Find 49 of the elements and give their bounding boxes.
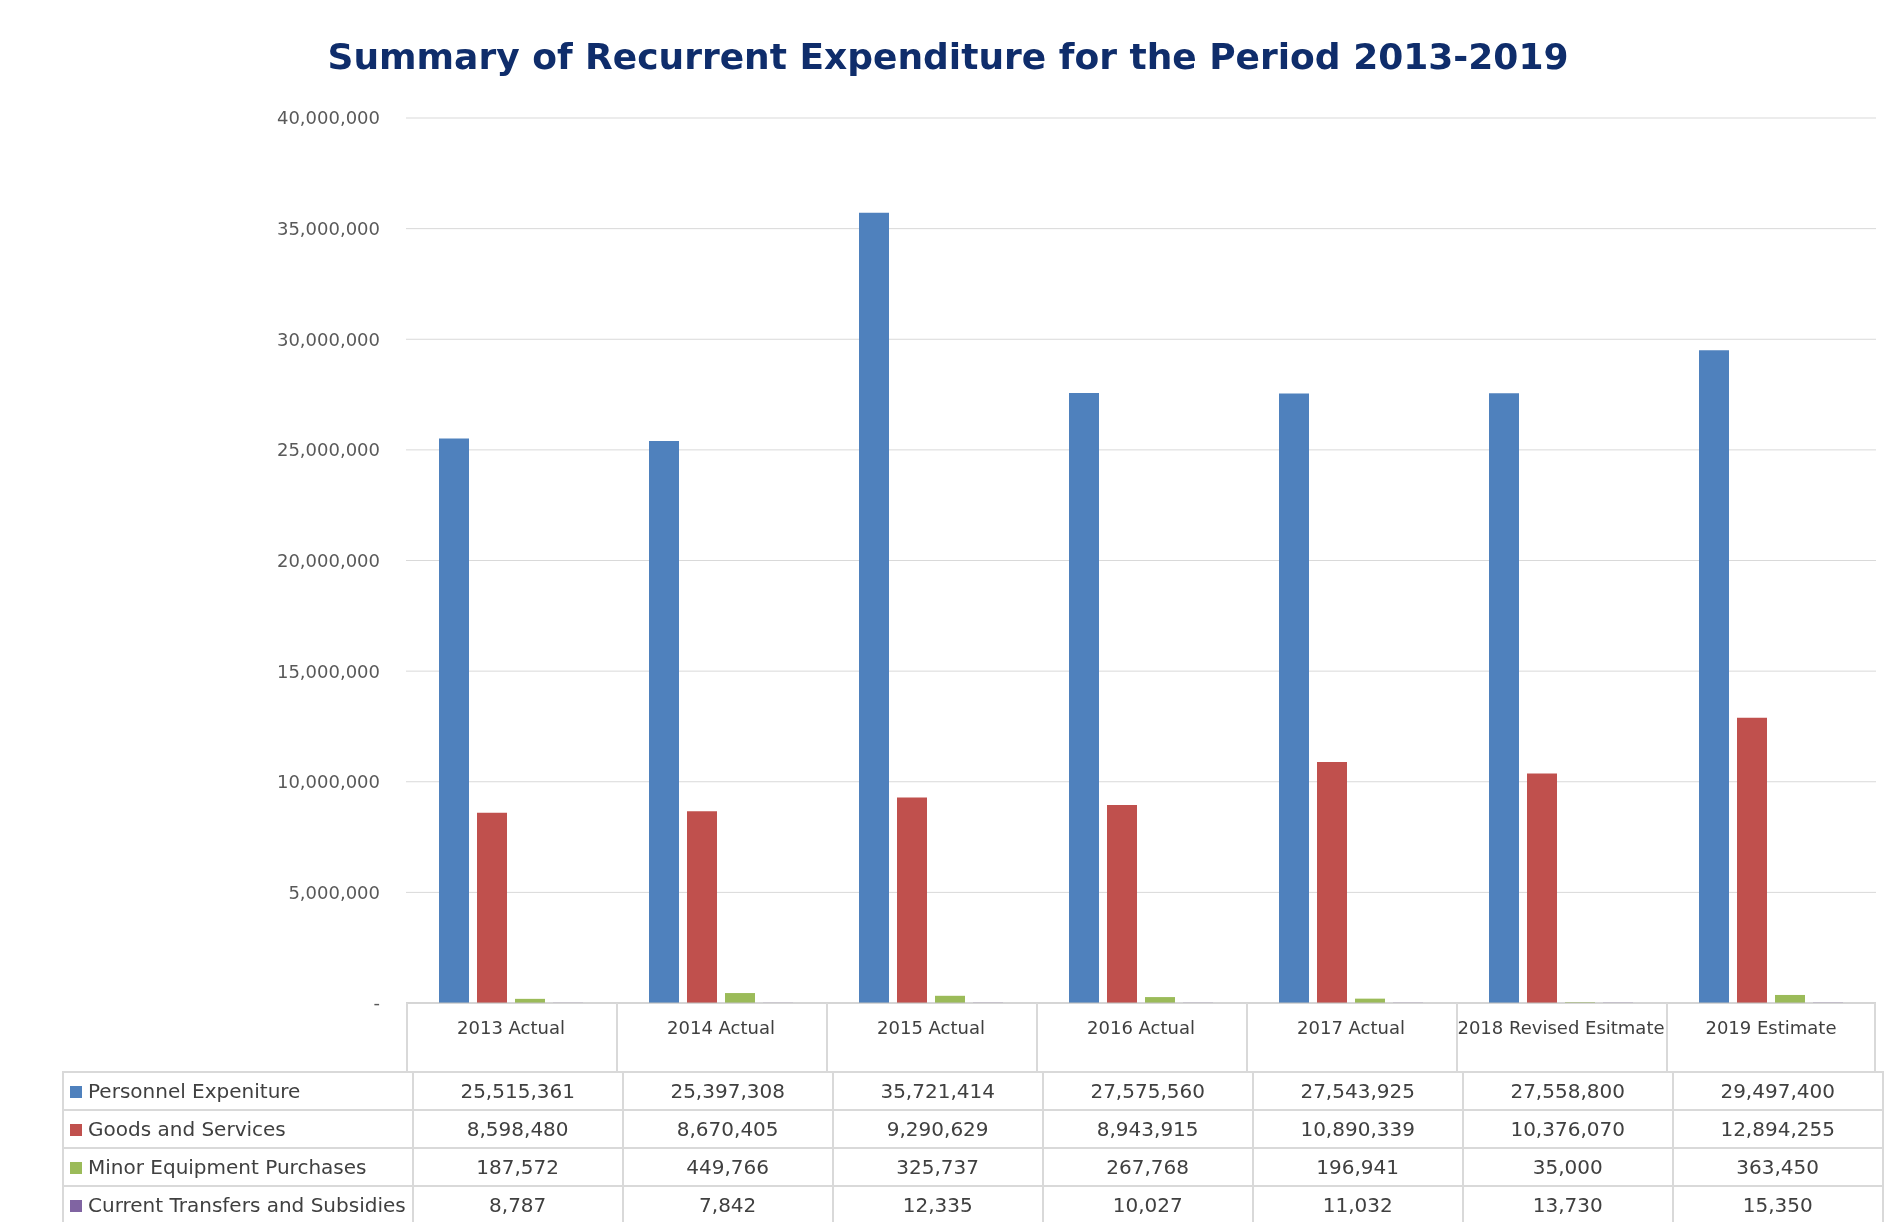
x-tick-label: 2013 Actual — [457, 1016, 565, 1038]
data-label: 7,842 — [622, 1186, 833, 1222]
data-label: 25,515,361 — [412, 1072, 623, 1110]
data-label: 8,598,480 — [412, 1110, 623, 1148]
data-label: 187,572 — [412, 1148, 623, 1186]
y-tick-label: 10,000,000 — [276, 771, 380, 793]
x-tick-label: 2014 Actual — [667, 1016, 775, 1038]
y-tick-label: 5,000,000 — [288, 881, 380, 903]
data-label: 15,350 — [1672, 1186, 1883, 1222]
data-label: 8,670,405 — [622, 1110, 833, 1148]
data-label: 35,721,414 — [832, 1072, 1043, 1110]
x-tick-label: 2017 Actual — [1297, 1016, 1405, 1038]
data-label: 325,737 — [832, 1148, 1043, 1186]
data-label: 8,943,915 — [1042, 1110, 1253, 1148]
legend-label: Current Transfers and Subsidies — [63, 1186, 413, 1222]
data-label: 12,894,255 — [1672, 1110, 1883, 1148]
legend-label: Goods and Services — [63, 1110, 413, 1148]
data-label: 363,450 — [1672, 1148, 1883, 1186]
data-label: 10,376,070 — [1462, 1110, 1673, 1148]
data-label: 267,768 — [1042, 1148, 1253, 1186]
data-label: 196,941 — [1252, 1148, 1463, 1186]
legend-label: Minor Equipment Purchases — [63, 1148, 413, 1186]
x-tick-label: 2016 Actual — [1087, 1016, 1195, 1038]
data-label: 13,730 — [1462, 1186, 1673, 1222]
y-tick-label: 25,000,000 — [276, 439, 380, 461]
x-tick-label: 2018 Revised Esitmate — [1457, 1016, 1665, 1038]
data-label: 8,787 — [412, 1186, 623, 1222]
data-label: 9,290,629 — [832, 1110, 1043, 1148]
data-label: 35,000 — [1462, 1148, 1673, 1186]
data-label: 11,032 — [1252, 1186, 1463, 1222]
data-label: 29,497,400 — [1672, 1072, 1883, 1110]
y-tick-label: 15,000,000 — [276, 660, 380, 682]
x-tick-label: 2019 Estimate — [1705, 1016, 1837, 1038]
y-tick-label: 30,000,000 — [276, 328, 380, 350]
data-label: 27,543,925 — [1252, 1072, 1463, 1110]
data-label: 10,890,339 — [1252, 1110, 1463, 1148]
y-tick-label: 20,000,000 — [276, 549, 380, 571]
y-tick-label: 40,000,000 — [276, 107, 380, 129]
legend-label: Personnel Expeniture — [63, 1072, 413, 1110]
chart-title: Summary of Recurrent Expenditure for the Period 2013-2019 — [326, 36, 1570, 77]
x-tick-label: 2015 Actual — [877, 1016, 985, 1038]
data-label: 12,335 — [832, 1186, 1043, 1222]
data-label: 449,766 — [622, 1148, 833, 1186]
data-label: 25,397,308 — [622, 1072, 833, 1110]
y-tick-label: 35,000,000 — [276, 218, 380, 240]
data-label: 27,558,800 — [1462, 1072, 1673, 1110]
data-label: 10,027 — [1042, 1186, 1253, 1222]
data-label: 27,575,560 — [1042, 1072, 1253, 1110]
y-tick-label: - — [373, 992, 380, 1014]
